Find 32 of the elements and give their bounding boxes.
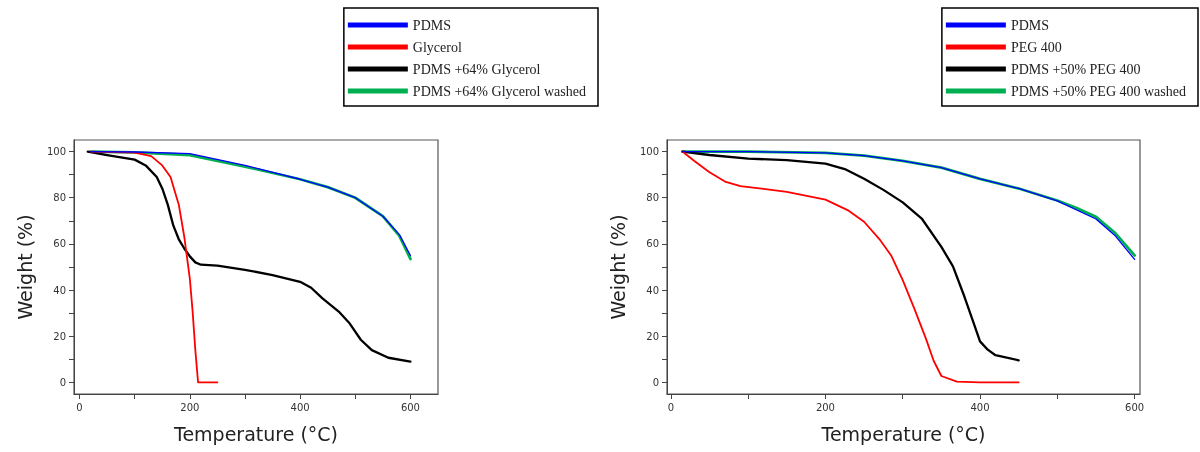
y-tick-label: 80 [646,192,659,204]
y-tick-label: 100 [46,146,66,158]
x-tick-label: 200 [815,401,835,413]
legend-label: PDMS +64% Glycerol washed [412,83,586,99]
x-axis-title: Temperature (°C) [820,422,986,445]
y-tick-label: 0 [59,376,66,388]
y-tick-label: 60 [646,238,659,250]
y-tick-label: 60 [53,238,66,250]
x-tick-label: 200 [180,401,200,413]
legend-label: PDMS +50% PEG 400 washed [1010,83,1186,99]
y-tick-label: 20 [646,330,659,342]
legend-label: PDMS [1010,17,1050,33]
legend-label: PDMS +50% PEG 400 [1010,61,1141,77]
x-tick-label: 0 [76,401,83,413]
y-tick-label: 100 [639,146,659,158]
legend-label: Glycerol [412,39,462,55]
y-tick-label: 40 [53,284,66,296]
legend-label: PDMS +64% Glycerol [412,61,541,77]
y-tick-label: 20 [53,330,66,342]
x-axis-title: Temperature (°C) [173,422,338,445]
y-tick-label: 80 [53,192,66,204]
x-tick-label: 400 [970,401,990,413]
y-axis-title: Weight (%) [13,214,36,320]
y-tick-label: 40 [646,284,659,296]
x-tick-label: 600 [1125,401,1145,413]
x-tick-label: 400 [290,401,310,413]
y-tick-label: 0 [652,376,659,388]
x-tick-label: 0 [667,401,675,413]
legend-label: PEG 400 [1010,39,1062,55]
x-tick-label: 600 [400,401,420,413]
y-axis-title: Weight (%) [606,214,629,320]
legend-label: PDMS [412,17,451,33]
